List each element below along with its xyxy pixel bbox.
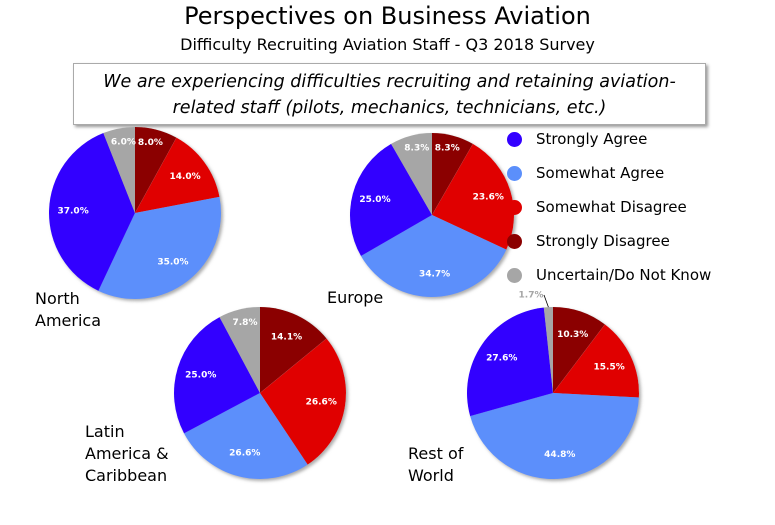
data-label: 8.3% <box>404 144 429 154</box>
data-label: 34.7% <box>419 269 450 279</box>
data-label: 10.3% <box>557 330 588 340</box>
pie-slice-uncertain-do-not-know <box>219 307 260 393</box>
region-label-line: World <box>408 466 454 485</box>
legend-swatch <box>507 199 522 215</box>
legend-swatch <box>507 233 522 249</box>
data-label: 26.6% <box>306 398 337 408</box>
pie-slice-somewhat-disagree <box>135 137 220 213</box>
legend-label: Somewhat Disagree <box>536 198 687 216</box>
region-label-latin-america: Latin America & Caribbean <box>85 421 169 487</box>
data-label: 14.0% <box>169 172 200 182</box>
pie-slice-strongly-disagree <box>553 307 605 393</box>
legend-item: Uncertain/Do Not Know <box>507 266 711 284</box>
pie-slice-somewhat-disagree <box>260 338 346 465</box>
data-label: 1.7% <box>519 291 544 301</box>
data-label: 25.0% <box>185 370 216 380</box>
survey-question: We are experiencing difficulties recruit… <box>73 63 706 125</box>
data-label: 14.1% <box>271 333 302 343</box>
legend-swatch <box>507 267 522 283</box>
pie-slice-somewhat-agree <box>184 393 308 479</box>
data-label: 44.8% <box>544 450 575 460</box>
pie-slice-somewhat-agree <box>470 393 639 480</box>
pie-slice-strongly-disagree <box>135 127 177 213</box>
legend-item: Strongly Agree <box>507 130 647 148</box>
data-label: 8.0% <box>138 138 163 148</box>
legend-swatch <box>507 131 522 147</box>
pie-slice-strongly-agree <box>48 133 135 291</box>
region-label-europe: Europe <box>327 287 383 309</box>
pie-europe <box>350 133 514 297</box>
data-label: 6.0% <box>111 137 136 147</box>
pie-slice-strongly-agree <box>174 317 260 434</box>
pie-slice-strongly-disagree <box>260 307 327 393</box>
legend-swatch <box>507 165 522 181</box>
region-label-rest-of-world: Rest of World <box>408 443 463 487</box>
region-label-line: Caribbean <box>85 466 168 485</box>
data-label: 25.0% <box>359 195 390 205</box>
pie-slice-strongly-agree <box>467 307 553 417</box>
region-label-line: Europe <box>327 288 384 307</box>
data-label: 27.6% <box>486 354 517 364</box>
data-label: 37.0% <box>57 207 88 217</box>
pie-latin-america-caribbean <box>174 307 346 479</box>
legend-item: Somewhat Disagree <box>507 198 687 216</box>
legend-label: Strongly Agree <box>536 130 648 148</box>
pie-rest-of-world <box>467 307 639 480</box>
legend-item: Somewhat Agree <box>507 164 664 182</box>
pie-north-america <box>48 127 221 299</box>
chart-title: Perspectives on Business Aviation <box>184 2 591 30</box>
data-label: 23.6% <box>473 193 504 203</box>
data-label: 8.3% <box>435 144 460 154</box>
pie-slice-uncertain-do-not-know <box>543 307 553 393</box>
region-label-line: America & <box>85 444 169 463</box>
region-label-north-america: North America <box>35 288 101 332</box>
chart-subtitle: Difficulty Recruiting Aviation Staff - Q… <box>180 35 595 54</box>
data-label: 26.6% <box>229 449 260 459</box>
pie-slice-uncertain-do-not-know <box>391 133 432 215</box>
pie-slice-somewhat-disagree <box>553 324 639 398</box>
legend-label: Uncertain/Do Not Know <box>536 266 712 284</box>
legend-label: Somewhat Agree <box>536 164 665 182</box>
region-label-line: North <box>35 289 80 308</box>
pie-slice-uncertain-do-not-know <box>103 127 135 213</box>
pie-slice-strongly-disagree <box>432 133 473 215</box>
leader-line <box>543 294 549 308</box>
data-label: 35.0% <box>157 257 188 267</box>
region-label-line: America <box>35 311 101 330</box>
data-label: 15.5% <box>594 362 625 372</box>
region-label-line: Latin <box>85 422 125 441</box>
pie-slice-somewhat-agree <box>98 196 221 299</box>
pie-slice-somewhat-disagree <box>432 143 514 250</box>
legend-label: Strongly Disagree <box>536 232 670 250</box>
data-label: 7.8% <box>233 318 258 328</box>
legend-item: Strongly Disagree <box>507 232 670 250</box>
pie-slice-somewhat-agree <box>360 215 507 297</box>
region-label-line: Rest of <box>408 444 464 463</box>
pie-slice-strongly-agree <box>350 143 432 256</box>
